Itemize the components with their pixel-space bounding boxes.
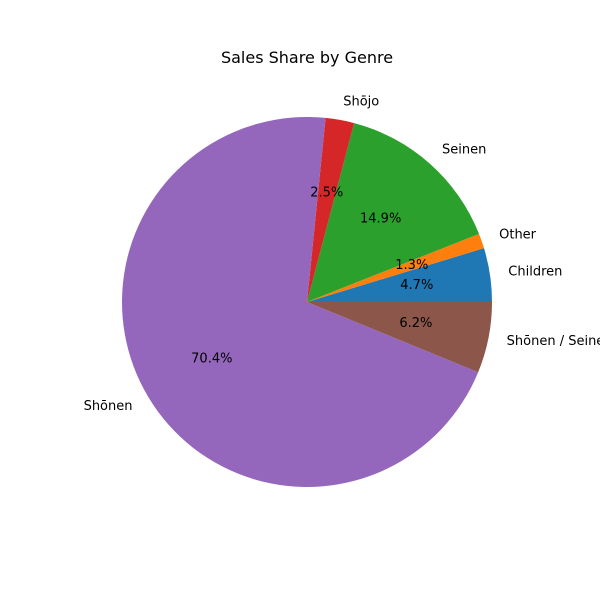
pie-slice-shonen: [122, 116, 479, 488]
slice-label-other: Other: [499, 227, 537, 242]
slice-labels: Children Other Seinen Shōjo Shōnen Shōnen / S…: [84, 94, 600, 414]
percent-label-other: 1.3%: [395, 258, 428, 273]
slice-label-shonen-seinen: Shōnen / Seinen: [507, 334, 600, 349]
slice-label-seinen: Seinen: [442, 142, 486, 157]
percent-label-shonen-seinen: 6.2%: [399, 316, 432, 331]
slice-label-children: Children: [508, 265, 562, 280]
pie-slice-other: [307, 233, 484, 302]
pie-slices: [122, 116, 492, 488]
slice-label-shonen: Shōnen: [84, 399, 133, 414]
pie-slice-children: [307, 248, 492, 302]
percent-label-shojo: 2.5%: [310, 185, 343, 200]
slice-label-shojo: Shōjo: [343, 94, 379, 109]
percent-labels: 4.7% 1.3% 14.9% 2.5% 70.4% 6.2%: [191, 185, 433, 366]
percent-label-shonen: 70.4%: [191, 352, 232, 367]
chart-title: Sales Share by Genre: [221, 48, 393, 67]
percent-label-children: 4.7%: [400, 278, 433, 293]
pie-slice-shonen-seinen: [307, 302, 492, 373]
pie-slice-seinen: [307, 123, 480, 302]
pie-slice-shojo: [307, 117, 355, 303]
percent-label-seinen: 14.9%: [360, 211, 401, 226]
